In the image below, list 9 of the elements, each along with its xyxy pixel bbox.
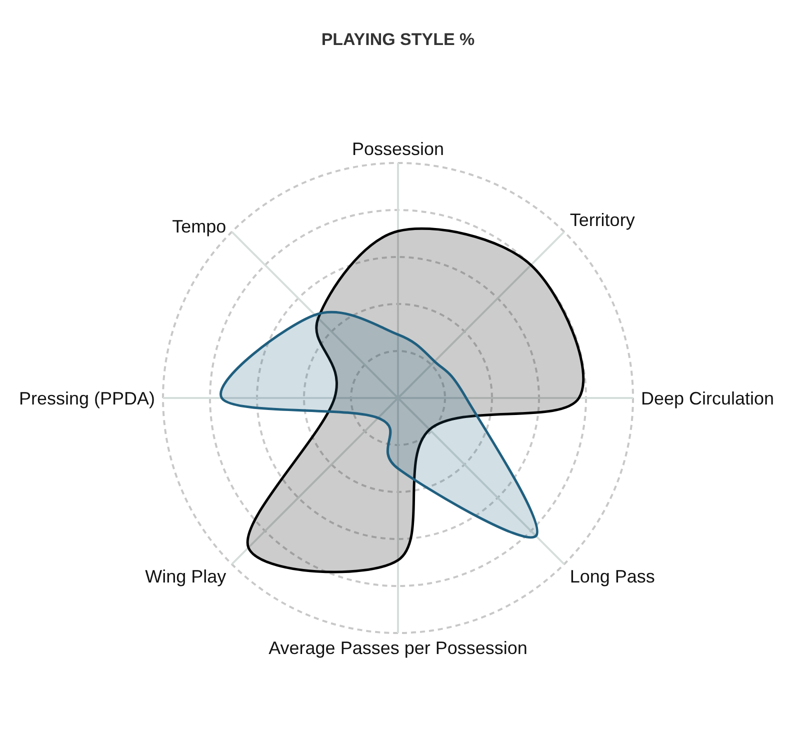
chart-title: PLAYING STYLE %	[320, 30, 476, 50]
spoke-label: Territory	[570, 210, 635, 230]
spoke-label: Tempo	[172, 216, 226, 237]
spoke-label: Pressing (PPDA)	[18, 388, 155, 408]
spoke-label: Deep Circulation	[641, 388, 774, 408]
spoke-label: Average Passes per Possession	[268, 638, 528, 658]
spoke-label: Wing Play	[145, 566, 226, 587]
spoke-label: Possession	[352, 139, 444, 159]
spoke-label: Long Pass	[570, 566, 655, 587]
